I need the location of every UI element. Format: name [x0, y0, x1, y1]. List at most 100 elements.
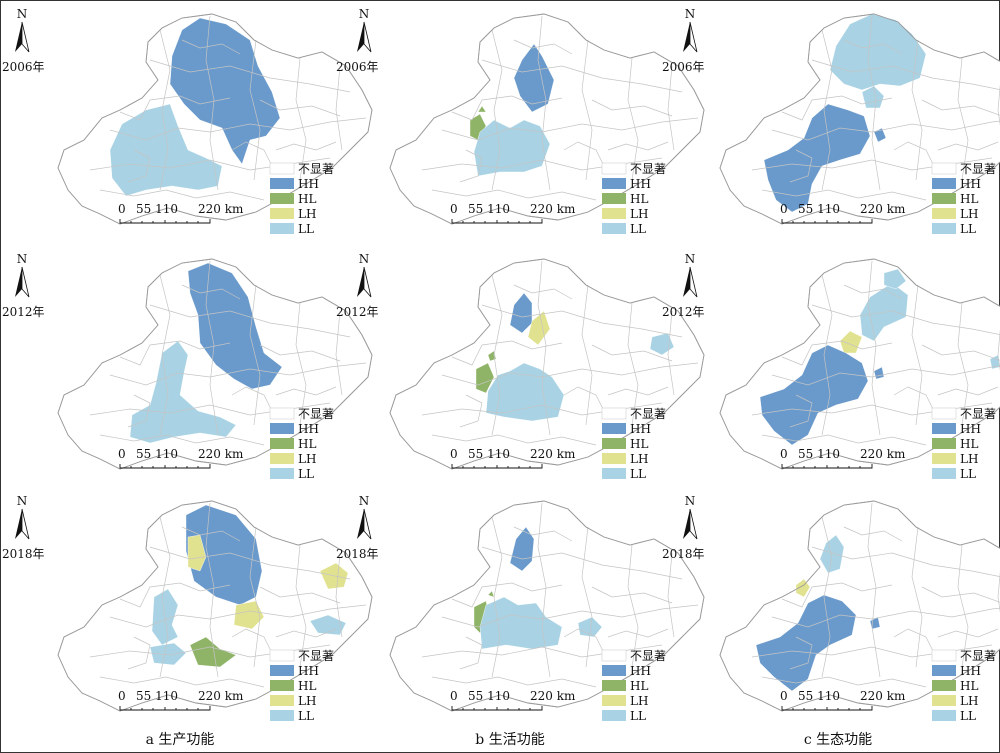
legend-swatch-none — [931, 649, 957, 662]
year-label: 2018年 — [336, 547, 379, 561]
legend-label-hh: HH — [630, 422, 651, 436]
legend-label-none: 不显著 — [298, 407, 334, 421]
year-label: 2018年 — [2, 547, 45, 561]
legend-swatch-none — [269, 407, 295, 420]
cluster-patch-ll — [309, 614, 347, 636]
scale-label-0: 0 — [780, 689, 788, 703]
legend-label-none: 不显著 — [630, 407, 666, 421]
legend-swatch-hh — [602, 178, 626, 189]
legend-swatch-lh — [602, 208, 626, 219]
north-label: N — [17, 252, 28, 266]
legend-swatch-ll — [602, 468, 626, 479]
scale-bar: 0 55 110 220 km — [780, 447, 906, 469]
legend-label-hl: HL — [630, 437, 648, 451]
scale-ticks — [119, 464, 211, 469]
north-arrow-icon — [15, 509, 22, 539]
legend-label-hh: HH — [630, 177, 651, 191]
scale-label-end: 220 km — [860, 447, 906, 461]
legend-swatch-ll — [932, 223, 956, 234]
legend-label-none: 不显著 — [298, 649, 334, 663]
scale-ticks — [781, 219, 873, 224]
legend-swatch-hl — [932, 680, 956, 691]
study-area-outline — [719, 500, 1000, 712]
scale-bar: 0 55 110 220 km — [780, 202, 906, 224]
cluster-patch-hl — [189, 636, 237, 668]
cluster-patch-ll — [829, 13, 927, 91]
north-arrow-icon — [357, 267, 364, 297]
legend-label-hh: HH — [960, 177, 981, 191]
cluster-patch-hl — [477, 105, 487, 113]
legend-swatch-hh — [270, 423, 294, 434]
cluster-patch-hh — [187, 262, 283, 390]
north-arrow: N 2018年 — [336, 494, 379, 561]
legend-label-lh: LH — [960, 452, 978, 466]
map-panel-col2-2018 — [389, 500, 705, 712]
north-label: N — [17, 494, 28, 508]
map-panel-col1-2018 — [57, 500, 373, 712]
map-panel-col3-2006 — [719, 13, 1000, 225]
scale-label-end: 220 km — [860, 689, 906, 703]
legend-label-ll: LL — [630, 709, 646, 723]
legend-swatch-lh — [270, 453, 294, 464]
scale-label-0: 0 — [780, 447, 788, 461]
cluster-patch-hh — [513, 43, 555, 113]
legend-swatch-none — [931, 162, 957, 175]
legend-label-hl: HL — [960, 192, 978, 206]
scale-label-0: 0 — [118, 447, 126, 461]
scale-label-end: 220 km — [860, 202, 906, 216]
legend-swatch-hh — [932, 178, 956, 189]
legend-label-hh: HH — [960, 422, 981, 436]
north-arrow: N 2006年 — [662, 7, 705, 74]
legend-swatch-none — [931, 407, 957, 420]
scale-label-0: 0 — [118, 689, 126, 703]
scale-label-end: 220 km — [198, 447, 244, 461]
legend-label-none: 不显著 — [960, 407, 996, 421]
north-arrow-icon — [15, 267, 22, 297]
legend-swatch-ll — [270, 468, 294, 479]
legend-label-hh: HH — [298, 422, 319, 436]
legend-swatch-ll — [602, 710, 626, 721]
north-label: N — [359, 7, 370, 21]
scale-bar: 0 55 110 220 km — [118, 689, 244, 711]
scale-bar: 0 55 110 220 km — [450, 689, 576, 711]
legend-label-ll: LL — [960, 467, 976, 481]
year-label: 2012年 — [336, 305, 379, 319]
legend-swatch-lh — [602, 453, 626, 464]
scale-label-0: 0 — [780, 202, 788, 216]
scale-label-0: 0 — [450, 447, 458, 461]
legend-label-ll: LL — [298, 222, 314, 236]
scale-ticks — [781, 464, 873, 469]
scale-label-mid: 55 110 — [468, 689, 510, 703]
legend-label-hh: HH — [298, 664, 319, 678]
scale-bar: 0 55 110 220 km — [450, 202, 576, 224]
legend-label-lh: LH — [960, 207, 978, 221]
year-label: 2018年 — [662, 547, 705, 561]
scale-label-mid: 55 110 — [136, 202, 178, 216]
legend-swatch-hh — [932, 665, 956, 676]
year-label: 2006年 — [336, 60, 379, 74]
north-arrow: N 2012年 — [662, 252, 705, 319]
year-label: 2006年 — [662, 60, 705, 74]
column-caption-1: a 生产功能 — [146, 732, 215, 748]
legend-swatch-lh — [602, 695, 626, 706]
north-arrow: N 2018年 — [2, 494, 45, 561]
cluster-patch-lh — [233, 600, 265, 630]
map-panel-col1-2006 — [57, 13, 373, 225]
legend-swatch-lh — [270, 208, 294, 219]
legend-swatch-hl — [602, 438, 626, 449]
legend-swatch-hl — [602, 193, 626, 204]
scale-bar: 0 55 110 220 km — [780, 689, 906, 711]
legend-label-lh: LH — [298, 694, 316, 708]
scale-label-mid: 55 110 — [136, 689, 178, 703]
cluster-patch-ll — [861, 85, 885, 109]
north-label: N — [685, 7, 696, 21]
cluster-patch-hh — [509, 526, 535, 572]
north-arrow: N 2006年 — [336, 7, 379, 74]
legend-label-hh: HH — [960, 664, 981, 678]
legend-swatch-none — [601, 162, 627, 175]
